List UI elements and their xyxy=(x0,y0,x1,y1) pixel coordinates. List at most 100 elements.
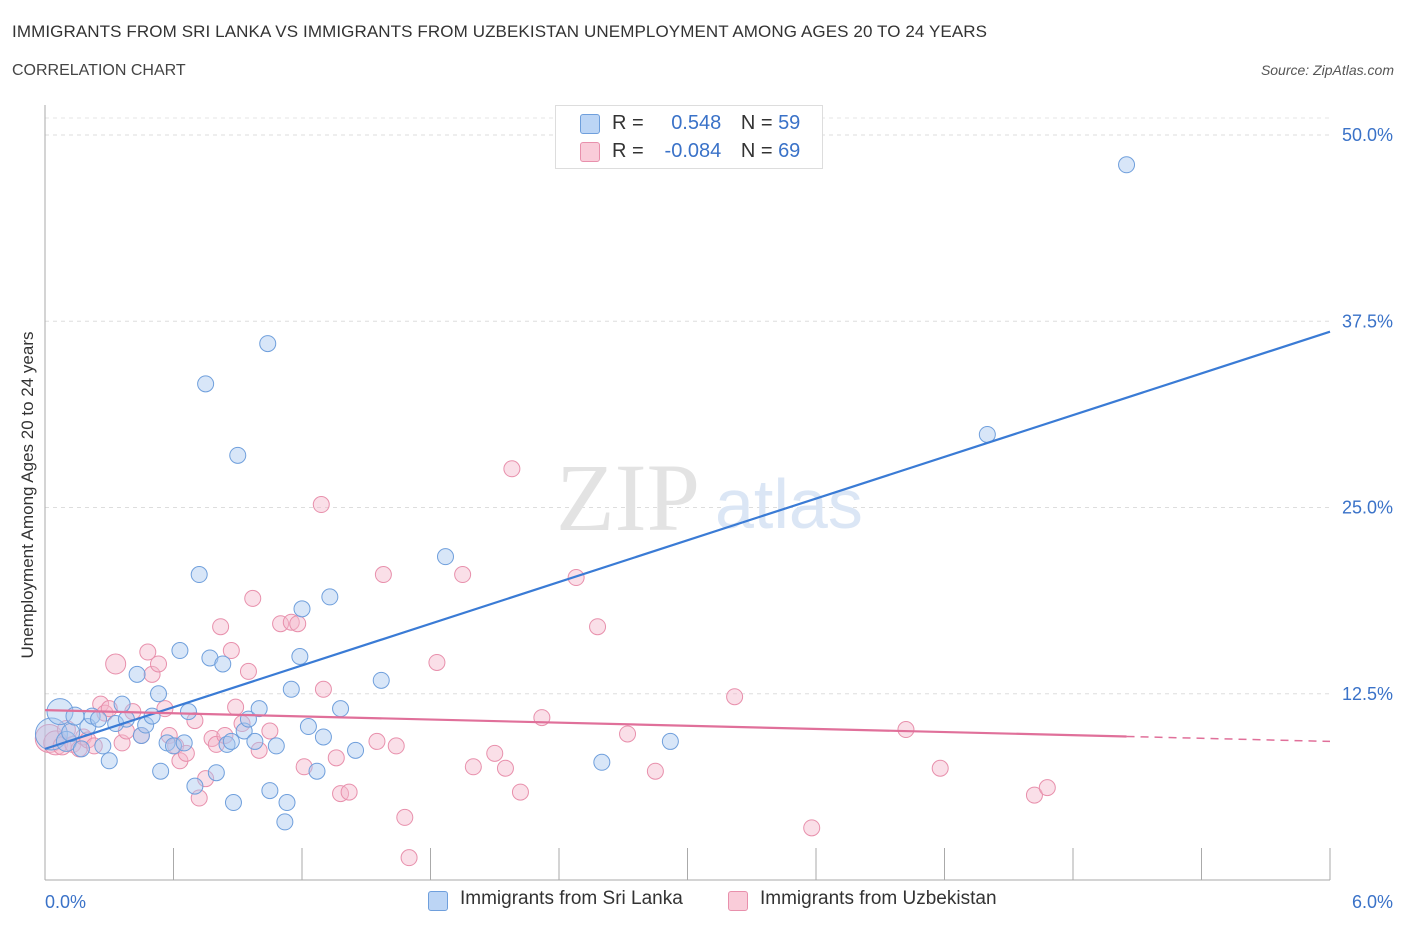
sri-lanka-point xyxy=(34,717,68,751)
sri-lanka-point xyxy=(276,813,294,831)
correlation-legend: R = 0.548 N = 59 R = -0.084 N = 69 xyxy=(555,105,823,169)
sri-lanka-point xyxy=(186,777,204,795)
sri-lanka-point xyxy=(293,600,311,618)
sri-lanka-point xyxy=(282,680,300,698)
uzbekistan-point xyxy=(222,642,240,660)
legend-swatch-blue xyxy=(580,114,600,134)
sri-lanka-point xyxy=(267,737,285,755)
sri-lanka-point xyxy=(259,335,277,353)
uzbekistan-point xyxy=(312,496,330,514)
watermark-zip: ZIP xyxy=(556,444,700,551)
sri-lanka-point xyxy=(179,703,197,721)
y-tick-label: 37.5% xyxy=(1342,311,1393,331)
y-tick-label: 50.0% xyxy=(1342,125,1393,145)
uzbekistan-point xyxy=(589,618,607,636)
sri-lanka-point xyxy=(171,642,189,660)
sri-lanka-point xyxy=(278,794,296,812)
uzbekistan-point xyxy=(1025,786,1043,804)
trend-lines xyxy=(44,330,1331,750)
uzbekistan-point xyxy=(428,653,446,671)
y-tick-label: 12.5% xyxy=(1342,684,1393,704)
x-tick-label: 0.0% xyxy=(45,892,86,912)
sri-lanka-point xyxy=(308,762,326,780)
sri-lanka-point xyxy=(128,665,146,683)
uzbekistan-point xyxy=(203,729,221,747)
sri-lanka-point xyxy=(90,710,108,728)
uzbekistan-point xyxy=(464,758,482,776)
bottom-legend-swatch-pink xyxy=(728,891,748,911)
sri-lanka-point xyxy=(214,655,232,673)
uzbekistan-point xyxy=(646,762,664,780)
uzbekistan-point xyxy=(150,655,168,673)
sri-lanka-point xyxy=(224,794,242,812)
uzbekistan-trend-extension xyxy=(1126,735,1331,743)
bottom-legend-swatch-blue xyxy=(428,891,448,911)
sri-lanka-point xyxy=(261,782,279,800)
legend-n-label: N = xyxy=(740,112,773,134)
uzbekistan-point xyxy=(139,643,157,661)
uzbekistan-point xyxy=(897,721,915,739)
bottom-legend-label: Immigrants from Sri Lanka xyxy=(460,888,683,909)
uzbekistan-point xyxy=(85,737,103,755)
uzbekistan-point xyxy=(400,849,418,867)
sri-lanka-point xyxy=(661,732,679,750)
sri-lanka-point xyxy=(250,700,268,718)
sri-lanka-point xyxy=(100,752,118,770)
uzbekistan-points xyxy=(34,460,1056,867)
x-tick-labels: 0.0% 6.0% xyxy=(45,892,1393,912)
legend-n-value: 59 xyxy=(778,112,801,134)
uzbekistan-point xyxy=(261,722,279,740)
legend-n-label: N = xyxy=(740,140,773,162)
uzbekistan-point xyxy=(726,688,744,706)
uzbekistan-trend-line xyxy=(44,709,1127,738)
uzbekistan-point xyxy=(454,566,472,584)
y-tick-label: 25.0% xyxy=(1342,498,1393,518)
uzbekistan-point xyxy=(143,665,161,683)
uzbekistan-point xyxy=(332,785,350,803)
source-credit: Source: ZipAtlas.com xyxy=(1260,62,1394,78)
uzbekistan-point xyxy=(387,737,405,755)
uzbekistan-point xyxy=(496,759,514,777)
uzbekistan-point xyxy=(105,653,127,675)
sri-lanka-point xyxy=(321,588,339,606)
sri-lanka-point xyxy=(94,737,112,755)
sri-lanka-trend-line xyxy=(44,330,1331,750)
legend-r-value: 0.548 xyxy=(671,112,722,134)
grid-lines xyxy=(45,117,1330,695)
uzbekistan-point xyxy=(340,783,358,801)
uzbekistan-point xyxy=(396,808,414,826)
uzbekistan-point xyxy=(186,712,204,730)
legend-n-value: 69 xyxy=(778,140,801,162)
uzbekistan-point xyxy=(227,698,245,716)
y-axis-label: Unemployment Among Ages 20 to 24 years xyxy=(18,332,37,659)
sri-lanka-point xyxy=(593,753,611,771)
sri-lanka-point xyxy=(314,728,332,746)
chart-title: IMMIGRANTS FROM SRI LANKA VS IMMIGRANTS … xyxy=(12,22,988,41)
legend-swatch-pink xyxy=(580,142,600,162)
uzbekistan-point xyxy=(327,749,345,767)
uzbekistan-point xyxy=(314,680,332,698)
sri-lanka-points xyxy=(34,156,1136,831)
sri-lanka-point xyxy=(246,732,264,750)
sri-lanka-point xyxy=(436,548,454,566)
sri-lanka-point xyxy=(1118,156,1136,174)
sri-lanka-point xyxy=(175,734,193,752)
watermark-atlas: atlas xyxy=(715,465,863,543)
uzbekistan-point xyxy=(931,759,949,777)
uzbekistan-point xyxy=(368,732,386,750)
axes xyxy=(44,105,1331,881)
legend-r-label: R = xyxy=(612,112,644,134)
sri-lanka-point xyxy=(113,695,131,713)
sri-lanka-point xyxy=(132,726,150,744)
uzbekistan-point xyxy=(503,460,521,478)
sri-lanka-point xyxy=(229,446,247,464)
uzbekistan-point xyxy=(212,618,230,636)
sri-lanka-point xyxy=(347,741,365,759)
sri-lanka-point xyxy=(72,740,90,758)
uzbekistan-point xyxy=(803,819,821,837)
uzbekistan-point xyxy=(177,744,195,762)
uzbekistan-point xyxy=(511,783,529,801)
sri-lanka-point xyxy=(222,732,240,750)
legend-r-value: -0.084 xyxy=(664,140,722,162)
sri-lanka-point xyxy=(190,566,208,584)
